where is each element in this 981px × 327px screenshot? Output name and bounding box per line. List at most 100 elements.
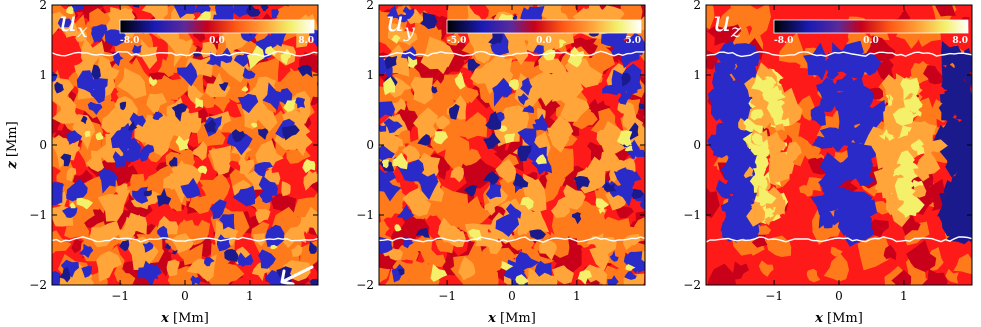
colorbar-min-label: -5.0 <box>447 36 466 46</box>
downflow-patch <box>727 195 751 224</box>
downflow-patch <box>715 179 731 199</box>
field-patch <box>529 229 546 240</box>
field-patch <box>138 144 155 162</box>
downflow-patch <box>837 116 856 146</box>
field-patch <box>891 269 912 285</box>
field-patch <box>535 154 547 165</box>
upflow-patch <box>768 151 795 176</box>
field-patch <box>232 185 256 207</box>
field-patch <box>80 115 88 125</box>
field-patch <box>495 158 517 184</box>
field-patch <box>286 148 311 164</box>
field-patch <box>534 260 552 277</box>
y-tick-label: 0 <box>693 138 701 152</box>
field-patch <box>379 267 391 284</box>
upflow-patch <box>881 74 909 103</box>
field-patch <box>577 270 592 285</box>
field-patch <box>806 268 821 283</box>
field-patch <box>450 166 464 183</box>
colorbar-max-label: 8.0 <box>298 36 314 46</box>
field-patch <box>140 38 158 70</box>
field-patch <box>923 65 943 85</box>
field-patch <box>203 119 217 133</box>
upflow-patch <box>762 200 776 220</box>
field-patch <box>603 182 617 193</box>
field-patch <box>408 136 435 160</box>
field-patch <box>740 5 771 38</box>
field-patch <box>177 39 193 59</box>
x-tick-label: 0 <box>181 289 189 303</box>
field-patch <box>379 101 396 119</box>
downflow-patch <box>812 133 834 149</box>
field-patch <box>823 253 849 282</box>
field-patch <box>132 186 149 204</box>
field-patch <box>306 170 318 183</box>
field-patch <box>517 128 537 147</box>
field-patch <box>706 187 720 219</box>
x-tick-label: 1 <box>573 289 581 303</box>
x-tick-label: 1 <box>900 289 908 303</box>
field-patch <box>607 275 619 285</box>
field-patch <box>483 132 501 150</box>
panel-label-subscript: y <box>403 20 415 42</box>
upflow-patch <box>894 166 904 177</box>
velocity-field-ux <box>52 5 318 285</box>
upflow-patch <box>871 134 904 170</box>
field-patch <box>66 179 88 202</box>
field-patch <box>857 236 890 271</box>
field-patch <box>291 244 303 257</box>
upflow-patch <box>901 184 916 200</box>
field-patch <box>732 261 750 280</box>
field-patch <box>162 160 196 204</box>
upflow-patch <box>766 100 784 120</box>
field-patch <box>498 125 508 132</box>
colorbar-mid-label: 0.0 <box>536 36 552 46</box>
field-patch <box>624 145 633 152</box>
field-patch <box>173 5 196 19</box>
field-patch <box>247 45 265 70</box>
field-patch <box>402 6 415 20</box>
colorbar <box>773 19 969 34</box>
field-patch <box>430 263 448 282</box>
field-patch <box>550 196 571 218</box>
field-patch <box>929 192 946 207</box>
field-patch <box>60 259 79 278</box>
colorbar-max-label: 8.0 <box>952 36 968 46</box>
field-patch <box>595 198 610 210</box>
field-patch <box>634 145 645 158</box>
y-tick-label: −2 <box>29 278 47 292</box>
field-patch <box>176 103 188 113</box>
field-patch <box>447 230 466 248</box>
downflow-patch <box>826 70 840 80</box>
field-patch <box>280 224 308 249</box>
field-patch <box>505 203 522 219</box>
field-patch <box>434 115 451 130</box>
field-patch <box>463 185 477 197</box>
field-patch <box>66 6 74 15</box>
field-patch <box>132 5 140 8</box>
upflow-patch <box>913 163 930 182</box>
field-patch <box>397 14 408 23</box>
x-tick-label: 0 <box>835 289 843 303</box>
field-patch <box>84 130 91 138</box>
field-patch <box>552 265 574 285</box>
downflow-patch <box>837 216 858 237</box>
field-patch <box>407 56 418 68</box>
y-tick-label: 2 <box>366 0 374 12</box>
field-patch <box>433 131 448 145</box>
field-patch <box>281 181 291 197</box>
downflow-patch <box>810 191 838 216</box>
field-patch <box>76 197 93 210</box>
downflow-patch <box>948 176 963 192</box>
field-patch <box>242 67 256 79</box>
field-patch <box>615 206 634 219</box>
field-patch <box>520 197 534 210</box>
downflow-patch <box>854 52 882 76</box>
upflow-patch <box>897 193 925 216</box>
field-patch <box>538 53 564 74</box>
panel-label: uz <box>713 5 742 42</box>
field-patch <box>146 93 167 116</box>
surface-line-upper <box>379 50 645 58</box>
field-patch <box>505 33 529 65</box>
field-patch <box>52 93 81 124</box>
